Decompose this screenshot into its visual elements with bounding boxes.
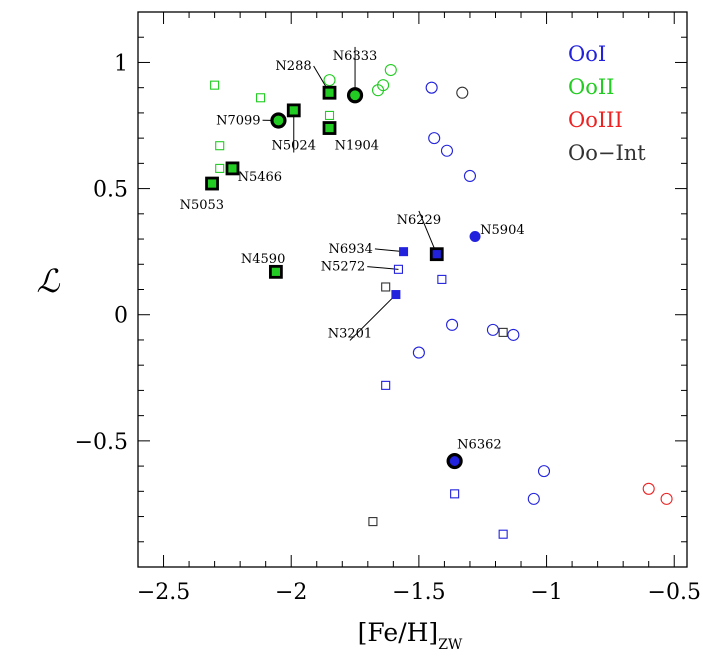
x-tick-labels: −2.5 −2 −1.5 −1 −0.5 (137, 580, 701, 605)
y-tick-label: 0 (114, 304, 128, 329)
x-tick-label: −0.5 (648, 580, 701, 605)
data-point (324, 110, 335, 120)
leader-line (418, 210, 438, 255)
annotation-label: N6934 (328, 242, 372, 257)
annotation-label: N5053 (180, 198, 224, 213)
annotation-label: N5024 (272, 138, 316, 153)
annotation-label: N288 (275, 59, 311, 74)
y-tick-labels: −0.5 0 0.5 1 (75, 51, 128, 454)
data-point (215, 141, 225, 151)
y-tick-label: 0.5 (93, 178, 128, 203)
data-points (205, 63, 673, 539)
data-point (507, 328, 520, 341)
data-point (322, 121, 337, 135)
data-point (286, 103, 301, 118)
legend-entry: Oo−Int (568, 141, 646, 165)
leader-line (374, 248, 404, 253)
y-axis-title: ℒ (36, 262, 60, 300)
data-point (469, 231, 481, 243)
annotation-leader-lines (262, 46, 438, 341)
data-point (437, 274, 447, 284)
data-point (440, 144, 454, 157)
data-point (446, 452, 463, 470)
data-point (527, 492, 540, 505)
data-point (660, 492, 673, 505)
legend: OoI OoII OoIII Oo−Int (568, 42, 646, 165)
data-point (450, 489, 460, 499)
annotation-label: N1904 (335, 138, 379, 153)
data-point (256, 93, 266, 103)
annotation-label: N6362 (457, 437, 501, 452)
data-point (225, 161, 240, 176)
annotation-label: N6333 (333, 49, 377, 64)
data-point (446, 318, 459, 331)
data-point (270, 112, 287, 129)
annotation-label: N6229 (397, 213, 441, 228)
x-tick-label: −2 (275, 580, 307, 605)
x-tick-label: −1 (530, 580, 562, 605)
x-tick-label: −1.5 (392, 580, 445, 605)
data-point (498, 327, 508, 337)
data-point (322, 85, 337, 100)
data-point (498, 529, 508, 539)
y-tick-label: −0.5 (75, 430, 128, 455)
x-axis-title-main: [Fe/H] (358, 618, 439, 647)
x-tick-label: −2.5 (137, 580, 190, 605)
data-point (371, 84, 385, 97)
annotation-label: N5272 (321, 260, 365, 275)
data-point (205, 176, 219, 191)
data-point (384, 63, 397, 77)
data-point (368, 517, 378, 527)
annotation-label: N3201 (328, 326, 372, 341)
data-point (463, 169, 477, 183)
legend-entry: OoII (568, 75, 614, 99)
leader-line (349, 294, 397, 341)
annotation-label: N7099 (216, 113, 260, 128)
y-tick-label: 1 (114, 51, 128, 76)
x-axis-title-subscript: ZW (438, 637, 463, 653)
data-point (537, 465, 551, 478)
data-point (428, 132, 441, 145)
data-point (456, 86, 469, 99)
data-point (486, 323, 499, 336)
data-point (642, 482, 655, 495)
data-point (393, 264, 404, 274)
data-point (215, 163, 225, 173)
annotation-label: N5466 (238, 170, 282, 185)
cluster-annotations: N288 N6333 N7099 N5024 N1904 N5466 N5053 N4590 N… (180, 49, 525, 453)
data-point (391, 290, 401, 300)
annotation-label: N4590 (241, 252, 285, 267)
data-point (323, 74, 336, 87)
data-point (381, 282, 391, 292)
data-point (399, 247, 409, 257)
data-point (425, 81, 438, 94)
data-point (268, 264, 283, 279)
data-point (381, 380, 391, 390)
data-point (429, 247, 444, 262)
data-point (346, 87, 364, 104)
leader-line (367, 266, 399, 270)
legend-entry: OoIII (568, 108, 623, 132)
data-point (210, 80, 220, 90)
data-point (412, 346, 425, 359)
legend-entry: OoI (568, 42, 606, 66)
annotation-label: N5904 (480, 223, 524, 238)
x-axis-title: [Fe/H]ZW (358, 618, 463, 653)
axis-ticks (137, 11, 687, 568)
